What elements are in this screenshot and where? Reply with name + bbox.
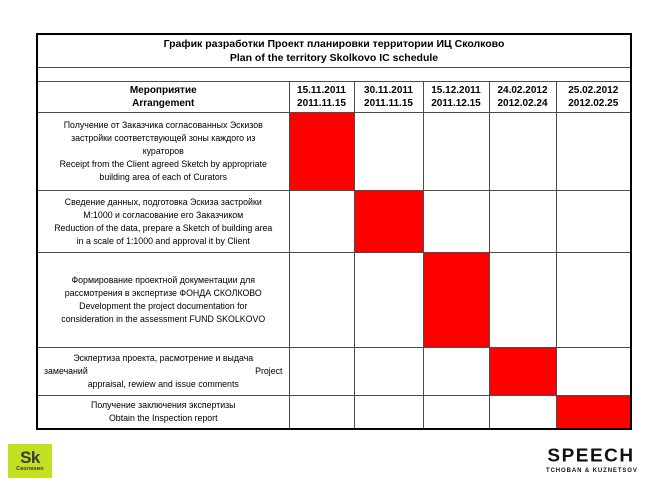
skolkovo-logo-mark: Sk (20, 447, 40, 467)
schedule-cell (488, 252, 557, 348)
schedule-cell (288, 347, 355, 396)
speech-logo-wordmark: SPEECH (547, 446, 635, 467)
date-header-line: 2012.02.25 (568, 98, 619, 109)
task-text-line: Получение от Заказчика согласованных Эск… (63, 120, 263, 130)
date-header-line: 2011.11.15 (297, 98, 346, 109)
arrangement-header-ru: Мероприятие (129, 85, 197, 96)
schedule-cell-active (422, 252, 490, 348)
task-text-line: appraisal, rewiew and issue comments (87, 379, 239, 389)
task-text-line: Эскпертиза проекта, расмотрение и выдача (73, 353, 254, 363)
schedule-cell-active (488, 347, 557, 396)
schedule-cell (422, 347, 490, 396)
title-row: График разработки Проект планировки терр… (36, 33, 632, 68)
schedule-cell (288, 395, 355, 429)
schedule-cell-active (353, 190, 424, 253)
date-header-line: 2011.12.15 (431, 98, 481, 109)
schedule-table: График разработки Проект планировки терр… (36, 33, 632, 430)
task-cell: Получение заключения экспертизы Obtain th… (36, 395, 290, 429)
schedule-cell (422, 190, 490, 253)
speech-logo-subtitle: TCHOBAN & KUZNETSOV (546, 468, 638, 474)
task-text-line: кураторов (142, 146, 184, 156)
date-header-line: 2011.11.15 (364, 98, 413, 109)
table-title: График разработки Проект планировки терр… (36, 33, 632, 68)
schedule-cell (353, 347, 424, 396)
task-cell: Формирование проектной документации для р… (36, 252, 290, 348)
skolkovo-logo-label: Сколково (16, 465, 44, 472)
schedule-cell-active (288, 112, 355, 191)
task-text-line: in a scale of 1:1000 and approval it by … (76, 235, 250, 246)
date-column-header: 15.12.2011 2011.12.15 (422, 81, 490, 113)
schedule-cell (353, 112, 424, 191)
task-text-line: Reduction of the data, prepare a Sketch … (54, 222, 273, 233)
date-header-line: 2012.02.24 (497, 98, 548, 109)
spacer-cell (36, 67, 632, 82)
schedule-cell (555, 112, 632, 191)
schedule-cell (555, 252, 632, 348)
task-text-line: building area of each of Curators (99, 172, 228, 182)
task-text-line: Формирование проектной документации для (71, 275, 256, 285)
date-header-line: 15.12.2011 (431, 85, 481, 96)
schedule-cell (353, 252, 424, 348)
table-row: Получение заключения экспертизы Obtain th… (36, 395, 632, 429)
skolkovo-logo: Sk Сколково (8, 444, 52, 478)
date-column-header: 25.02.2012 2012.02.25 (555, 81, 632, 113)
task-text-line: Receipt from the Client agreed Sketch by… (59, 159, 267, 169)
schedule-cell (353, 395, 424, 429)
task-text-line: Development the project documentation fo… (79, 301, 248, 311)
task-cell: Эскпертиза проекта, расмотрение и выдача… (36, 347, 290, 396)
date-header-line: 24.02.2012 (497, 85, 548, 96)
task-text-line: consideration in the assessment FUND SKO… (61, 314, 266, 324)
schedule-cell-active (555, 395, 632, 429)
schedule-cell (288, 190, 355, 253)
date-header-line: 30.11.2011 (364, 85, 413, 96)
header-row: Мероприятие Arrangement 15.11.2011 2011.1… (36, 81, 632, 113)
table-row: Эскпертиза проекта, расмотрение и выдача… (36, 347, 632, 396)
date-header-line: 25.02.2012 (568, 85, 619, 96)
table-title-en: Plan of the territory Skolkovo IC schedu… (229, 52, 439, 64)
date-column-header: 15.11.2011 2011.11.15 (288, 81, 355, 113)
task-text-line: застройки соответствующей зоны каждого и… (71, 133, 256, 143)
task-cell: Сведение данных, подготовка Эскиза застр… (36, 190, 290, 253)
spacer-row (36, 67, 632, 82)
date-column-header: 24.02.2012 2012.02.24 (488, 81, 557, 113)
task-text-line: Получение заключения экспертизы (91, 399, 236, 410)
task-text-line: Obtain the Inspection report (108, 412, 218, 423)
table-title-ru: График разработки Проект планировки терр… (163, 38, 505, 50)
schedule-cell (555, 347, 632, 396)
schedule-cell (488, 190, 557, 253)
schedule-cell (488, 112, 557, 191)
arrangement-column-header: Мероприятие Arrangement (36, 81, 290, 113)
arrangement-header-en: Arrangement (132, 98, 195, 109)
task-text-line: Сведение данных, подготовка Эскиза застр… (64, 196, 262, 207)
task-text-line: замечаний Project (44, 366, 283, 376)
table-row: Сведение данных, подготовка Эскиза застр… (36, 190, 632, 253)
schedule-cell (488, 395, 557, 429)
table-row: Формирование проектной документации для р… (36, 252, 632, 348)
speech-logo: SPEECH TCHOBAN & KUZNETSOV (546, 446, 638, 474)
table-row: Получение от Заказчика согласованных Эск… (36, 112, 632, 191)
task-text-line: рассмотрения в экспертизе ФОНДА СКОЛКОВО (64, 288, 262, 298)
schedule-cell (288, 252, 355, 348)
date-column-header: 30.11.2011 2011.11.15 (353, 81, 424, 113)
date-header-line: 15.11.2011 (297, 85, 346, 96)
schedule-cell (555, 190, 632, 253)
schedule-cell (422, 112, 490, 191)
task-text-line: М:1000 и согласование его Заказчиком (83, 209, 244, 220)
schedule-cell (422, 395, 490, 429)
task-cell: Получение от Заказчика согласованных Эск… (36, 112, 290, 191)
